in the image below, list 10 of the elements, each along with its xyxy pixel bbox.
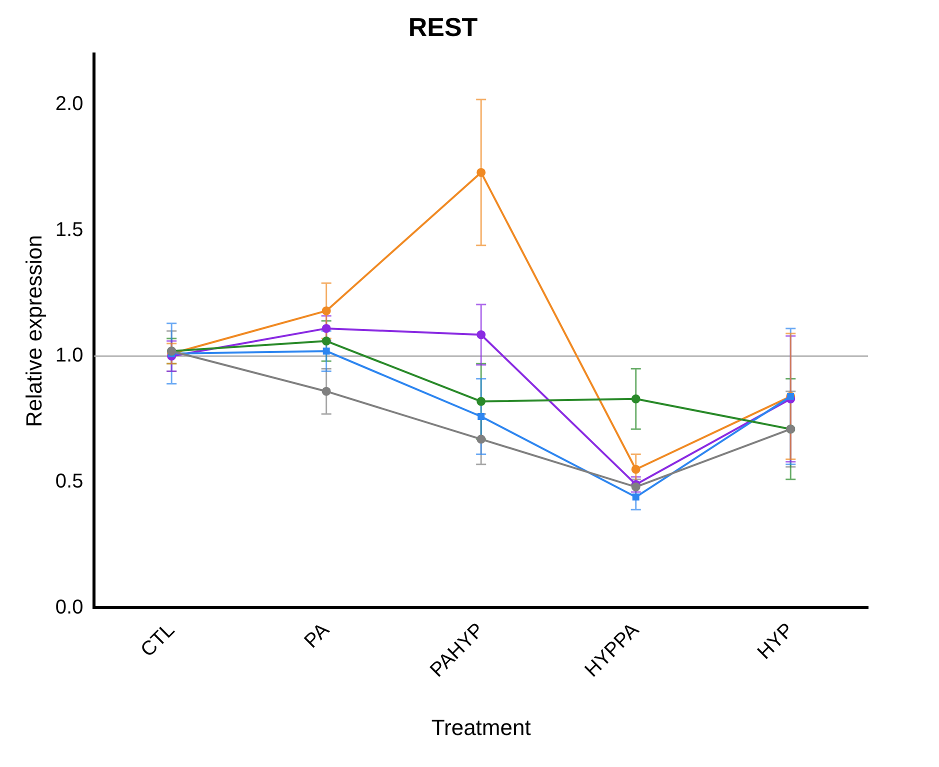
- chart-title: REST: [408, 12, 478, 42]
- y-tick-label: 2.0: [55, 93, 84, 116]
- y-tick-label: 1.0: [55, 344, 84, 367]
- y-axis-title: Relative expression: [21, 234, 46, 427]
- y-tick-label: 0.5: [55, 470, 84, 492]
- y-tick-label: 1.5: [55, 218, 84, 241]
- x-axis-title: Treatment: [431, 714, 531, 740]
- y-tick-label: 0.0: [55, 596, 84, 618]
- x-tick-label: CTL: [136, 619, 180, 662]
- x-tick-label: PA: [300, 618, 334, 652]
